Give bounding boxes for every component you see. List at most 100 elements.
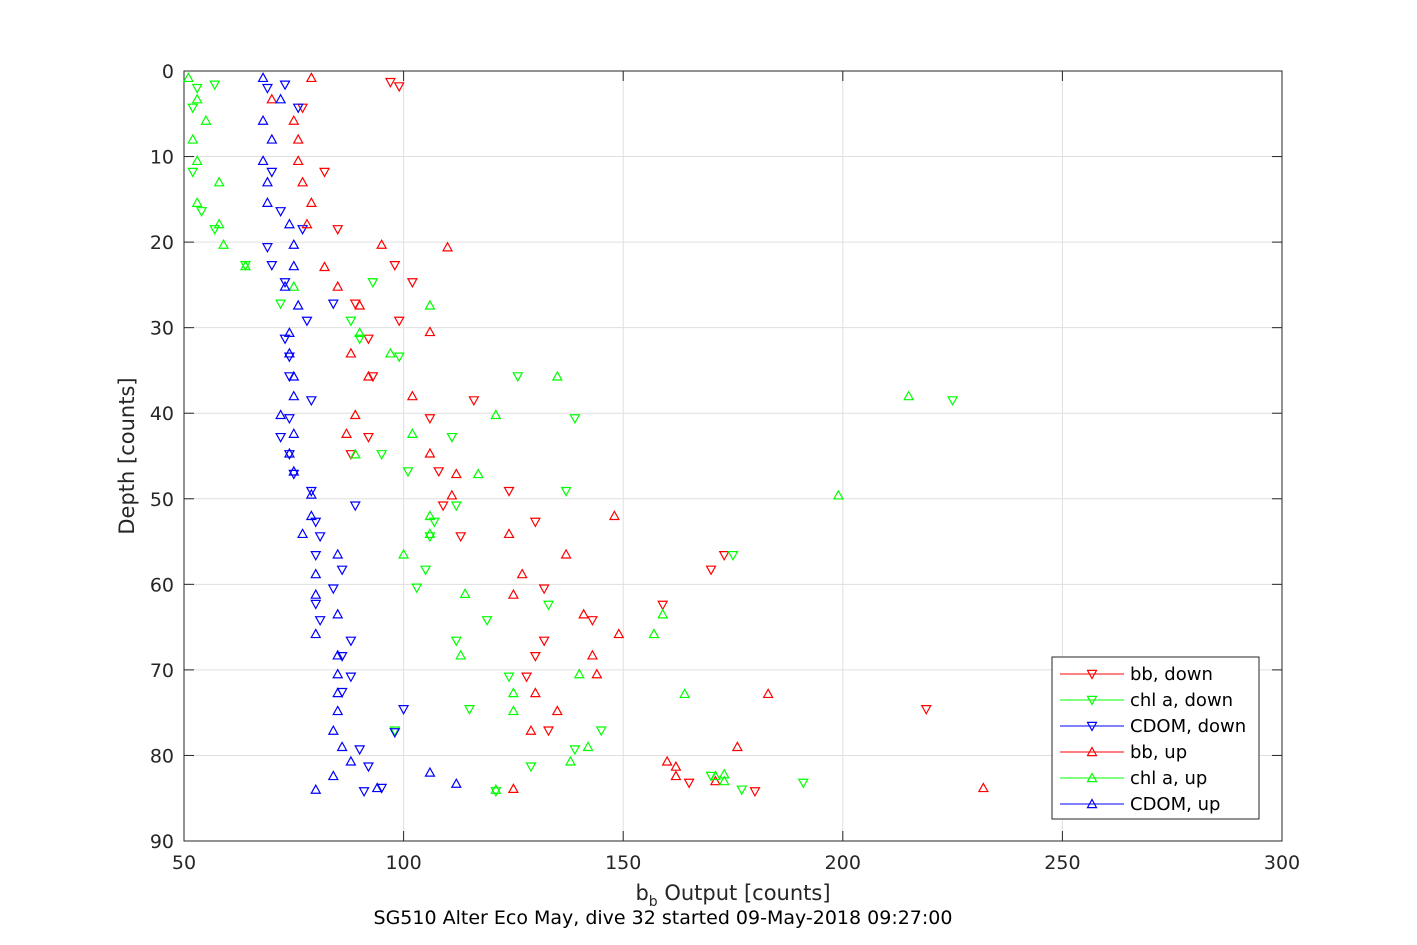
data-point [411,583,423,594]
y-tick-label: 70 [150,660,174,682]
data-point [336,741,348,752]
data-point [345,347,357,358]
data-point [283,327,295,337]
data-point [529,687,541,698]
data-point [297,225,309,236]
data-point [362,432,374,443]
data-point [709,770,721,781]
data-point [670,760,682,771]
data-point [279,280,291,291]
data-point [275,432,287,443]
legend-marker [1086,695,1098,706]
data-point [903,390,915,401]
legend-label: CDOM, down [1130,716,1246,737]
data-point [310,551,322,561]
data-point [283,347,295,358]
data-point [362,762,374,773]
data-point [727,551,739,561]
data-point [349,448,361,459]
series-cdom-up [257,72,462,794]
data-point [560,548,572,559]
data-point [709,775,721,786]
y-tick-label: 90 [150,831,174,853]
data-point [261,243,273,253]
x-tick-label: 100 [385,852,421,874]
data-point [564,755,577,766]
data-point [305,486,317,497]
series-bb-up [266,72,989,794]
data-point [275,409,287,420]
data-point [213,218,225,229]
data-point [551,370,563,381]
data-point [191,155,203,166]
data-point [305,72,317,83]
data-point [586,616,598,627]
data-point [424,326,436,337]
data-point [591,668,603,679]
series-chl-a-down [187,80,959,798]
data-point [463,705,475,715]
data-point [283,447,295,458]
data-point [573,668,585,679]
data-point [503,672,515,683]
legend-label: bb, down [1130,664,1213,685]
data-point [507,705,519,716]
x-tick-label: 150 [605,852,641,874]
data-point [288,370,300,381]
data-point [310,599,322,610]
data-point [266,133,278,144]
data-point [481,616,493,627]
data-point [301,316,313,327]
data-point [275,93,287,104]
y-tick-label: 40 [150,403,174,425]
data-point [731,741,743,752]
data-point [525,724,537,735]
data-point [516,568,528,579]
data-point [455,532,467,543]
data-point [582,741,594,752]
series-chl-a-up [182,72,915,794]
legend-label: chl a, down [1130,690,1233,711]
data-point [367,278,379,289]
data-point [319,261,331,272]
data-point [297,176,309,187]
data-point [187,103,199,114]
data-point [327,724,339,735]
data-point [218,238,230,249]
data-point [292,133,304,144]
data-point [376,238,388,249]
data-point [450,501,462,512]
data-point [292,103,304,114]
data-point [538,584,550,595]
data-point [705,565,717,576]
data-point [393,82,405,93]
y-tick-label: 0 [162,61,174,83]
legend: bb, down chl a, down CDOM, down bb, up chl a… [1051,656,1260,820]
data-point [332,668,344,679]
data-point [718,775,730,786]
data-point [314,532,326,543]
data-point [261,176,273,187]
data-point [279,278,291,289]
data-point [446,489,458,500]
data-point [538,636,550,647]
data-point [275,207,287,218]
data-point [187,167,199,178]
data-point [683,778,695,789]
data-point [398,548,410,559]
legend-marker [1086,721,1098,732]
data-point [507,588,519,599]
data-point [305,197,317,207]
data-point [191,197,203,207]
data-point [332,548,344,559]
data-point [191,93,203,104]
data-point [332,705,344,716]
data-point [455,649,467,660]
data-point [679,688,691,699]
data-point [327,299,339,310]
data-point [332,280,344,291]
data-point [424,447,436,458]
data-point [345,316,357,327]
y-tick-label: 30 [150,318,174,340]
data-point [305,510,317,521]
